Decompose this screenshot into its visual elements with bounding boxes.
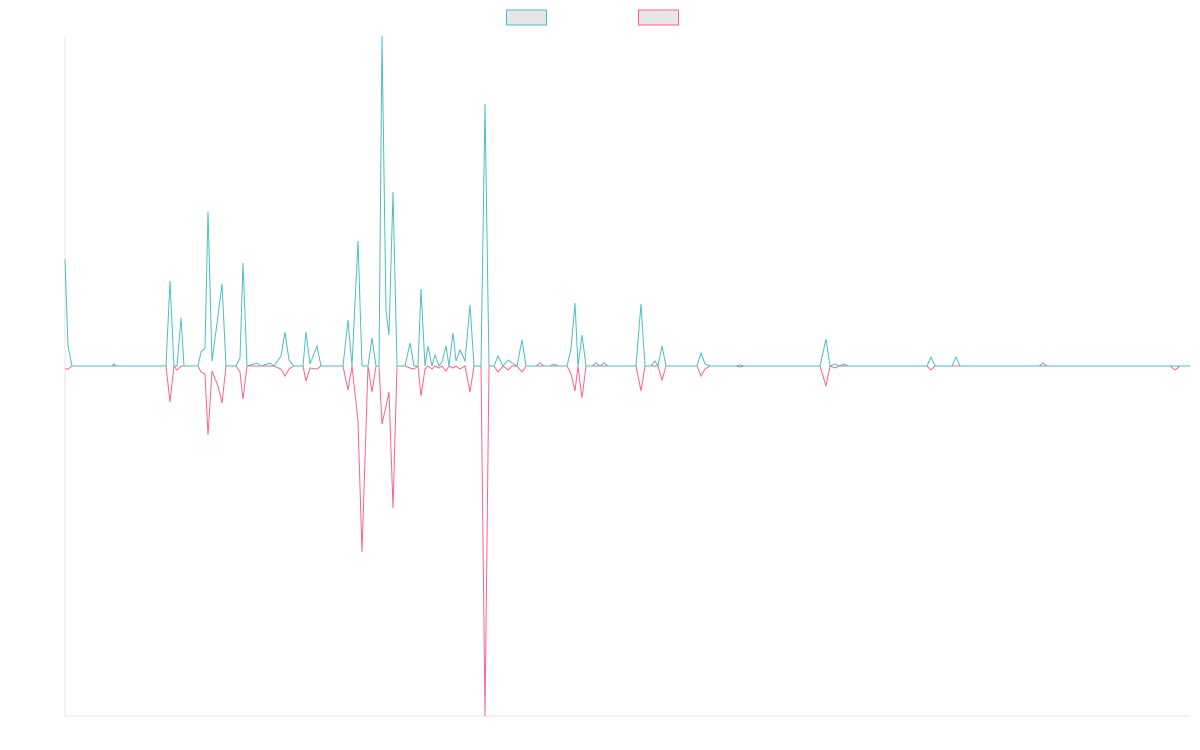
data-line: [64, 35, 1190, 368]
legend-swatch: [638, 9, 679, 26]
legend-swatch: [506, 9, 547, 26]
data-line: [65, 364, 1190, 717]
